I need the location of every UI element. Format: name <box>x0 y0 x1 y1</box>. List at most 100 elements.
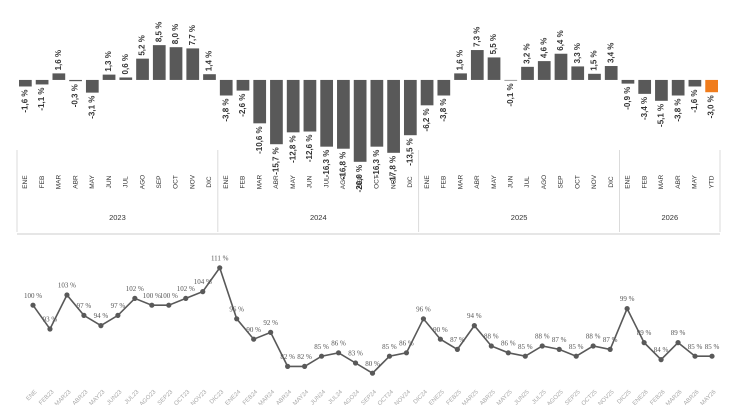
value-label: 94 % <box>94 312 109 320</box>
value-label: -16,3 % <box>372 150 381 178</box>
point <box>692 353 698 359</box>
bar <box>337 79 350 149</box>
point <box>115 312 121 318</box>
x-label: JUL25 <box>531 389 548 405</box>
value-label: -3,4 % <box>640 97 649 120</box>
value-label: 82 % <box>297 353 312 361</box>
month-label: SEP <box>558 175 565 188</box>
value-label: 1,4 % <box>205 51 214 71</box>
x-label: SEP23 <box>157 389 175 405</box>
value-label: 100 % <box>24 292 42 300</box>
value-label: 93 % <box>43 316 58 324</box>
bar <box>119 77 133 80</box>
point <box>641 340 647 346</box>
value-label: 90 % <box>246 326 261 334</box>
x-label: ABR25 <box>479 389 497 405</box>
value-label: 1,3 % <box>104 51 113 71</box>
point <box>166 302 172 308</box>
value-label: 88 % <box>586 333 601 341</box>
value-label: 5,5 % <box>489 34 498 54</box>
bar <box>588 73 601 80</box>
value-label: 86 % <box>399 339 414 347</box>
line <box>32 266 712 375</box>
month-label: NOV <box>189 174 196 189</box>
x-label: NOV23 <box>190 389 209 405</box>
value-label: 88 % <box>484 333 499 341</box>
month-label: ENE <box>22 175 29 189</box>
point <box>607 346 613 352</box>
value-label: -1,6 % <box>20 89 29 112</box>
value-label: 100 % <box>143 292 161 300</box>
bar <box>521 66 534 80</box>
value-label: -10,6 % <box>255 126 264 154</box>
month-label: ENE <box>223 175 230 189</box>
x-label: NOV24 <box>394 389 413 405</box>
value-label: 85 % <box>314 343 329 351</box>
month-label: JUL <box>323 176 330 188</box>
month-label: MAY <box>89 175 96 189</box>
x-label: MAY26 <box>700 389 718 405</box>
point <box>454 346 460 352</box>
value-label: -16,8 % <box>339 152 348 180</box>
value-label: -0,3 % <box>71 84 80 107</box>
point <box>132 295 138 301</box>
month-label: MAR <box>658 174 665 189</box>
value-label: -0,1 % <box>506 83 515 106</box>
bar <box>152 45 166 80</box>
x-label: MAY24 <box>292 389 310 405</box>
value-label: -17,8 % <box>389 156 398 184</box>
bar <box>303 79 317 132</box>
point <box>658 357 664 363</box>
month-label: MAR <box>256 174 263 189</box>
value-label: 103 % <box>58 282 76 290</box>
point <box>386 353 393 359</box>
value-label: -1,1 % <box>37 87 46 110</box>
point <box>200 289 206 295</box>
x-label: OCT23 <box>173 389 191 405</box>
value-label: 111 % <box>211 254 229 262</box>
bar <box>487 57 501 80</box>
month-label: MAY <box>692 175 699 189</box>
month-label: FEB <box>641 176 648 189</box>
bar <box>85 79 99 93</box>
value-label: 3,4 % <box>606 43 615 63</box>
value-label: -16,3 % <box>322 150 331 178</box>
value-label: -13,5 % <box>405 138 414 166</box>
x-label: ABR26 <box>683 389 701 405</box>
value-label: 8,0 % <box>171 24 180 44</box>
value-label: 97 % <box>111 302 126 310</box>
x-label: AGO25 <box>546 389 565 405</box>
value-label: 85 % <box>688 343 703 351</box>
value-label: 87 % <box>450 336 465 344</box>
value-label: 102 % <box>126 285 144 293</box>
month-label: ENE <box>424 175 431 189</box>
bar <box>621 79 635 84</box>
value-label: 87 % <box>552 336 567 344</box>
value-label: 7,7 % <box>188 25 197 45</box>
x-label: SEP24 <box>361 389 379 405</box>
value-label: 3,3 % <box>573 43 582 63</box>
value-label: 1,6 % <box>54 50 63 70</box>
x-label: MAR25 <box>461 389 480 405</box>
value-label: 1,6 % <box>456 50 465 70</box>
point <box>183 295 189 301</box>
point <box>149 302 155 308</box>
bar <box>671 79 685 96</box>
x-label: FEB23 <box>38 389 56 405</box>
x-label: JUN24 <box>310 389 328 405</box>
bar <box>403 79 417 136</box>
value-label: 5,2 % <box>138 35 147 55</box>
point <box>234 316 240 322</box>
x-label: JUN23 <box>106 389 124 405</box>
x-label: FEB26 <box>649 389 667 405</box>
month-label: OCT <box>173 175 180 189</box>
x-label: ABR24 <box>275 389 293 405</box>
month-label: NOV <box>591 174 598 189</box>
month-label: AGO <box>139 175 146 189</box>
x-label: JUL23 <box>124 389 141 405</box>
point <box>352 360 359 366</box>
x-label: ENE24 <box>225 389 243 405</box>
month-label: JUN <box>507 175 514 188</box>
month-label: ABR <box>273 175 280 189</box>
x-label: OCT25 <box>581 389 599 405</box>
